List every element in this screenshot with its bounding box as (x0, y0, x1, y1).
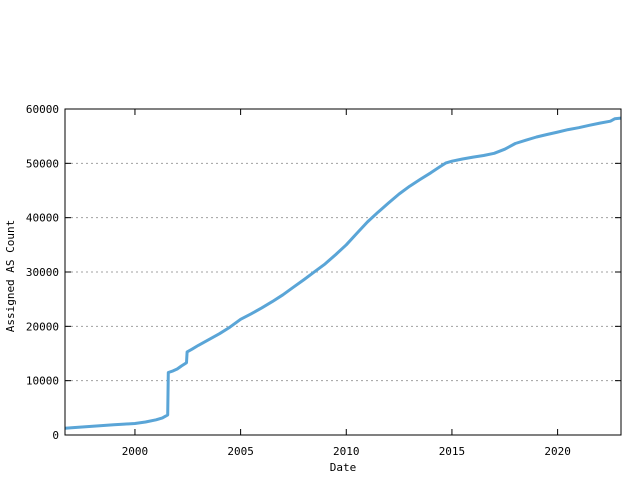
y-tick-label: 40000 (26, 212, 59, 225)
y-axis-title: Assigned AS Count (4, 220, 17, 333)
x-tick-label: 2010 (333, 445, 360, 458)
x-tick-label: 2015 (439, 445, 466, 458)
x-tick-label: 2000 (122, 445, 149, 458)
axis-layer (64, 108, 622, 436)
x-axis-title: Date (330, 461, 357, 474)
y-tick-label: 30000 (26, 266, 59, 279)
y-tick-label: 20000 (26, 320, 59, 333)
tick-label-layer: 2000 2005 2010 2015 2020 0 10000 20000 30000 4000… (26, 103, 571, 458)
y-tick-label: 0 (52, 429, 59, 442)
x-tick-label: 2020 (544, 445, 571, 458)
as-count-line (64, 116, 622, 430)
x-tick-label: 2005 (227, 445, 254, 458)
y-tick-label: 50000 (26, 157, 59, 170)
y-tick-label: 60000 (26, 103, 59, 116)
series-layer (64, 116, 622, 430)
grid-layer (66, 162, 620, 382)
y-tick-label: 10000 (26, 375, 59, 388)
